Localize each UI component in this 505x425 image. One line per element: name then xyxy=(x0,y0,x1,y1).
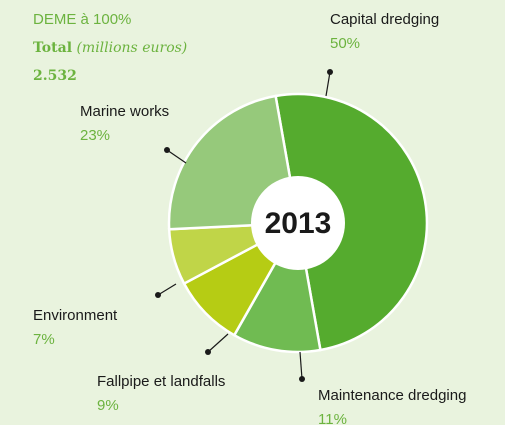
leader-dot xyxy=(164,147,170,153)
leader-dot xyxy=(327,69,333,75)
center-hole xyxy=(251,176,345,270)
subtitle-bold: Total xyxy=(33,40,72,56)
leader-line xyxy=(299,351,303,380)
value-label: 7% xyxy=(33,331,55,348)
subtitle: Total (millions euros) xyxy=(33,40,187,56)
value-label: 50% xyxy=(330,35,360,52)
category-label: Maintenance dredging xyxy=(318,387,466,404)
leader-dot xyxy=(155,292,161,298)
leader-line xyxy=(166,149,187,164)
leader-line xyxy=(157,283,177,296)
subtitle-italic: (millions euros) xyxy=(76,40,187,56)
center-label: 2013 xyxy=(265,207,332,240)
category-label: Fallpipe et landfalls xyxy=(97,373,225,390)
category-label: Marine works xyxy=(80,103,169,120)
leader-line xyxy=(325,71,331,97)
leader-line xyxy=(207,333,229,353)
value-label: 11% xyxy=(318,411,347,425)
value-label: 23% xyxy=(80,127,110,144)
value-label: 9% xyxy=(97,397,119,414)
chart-title: DEME à 100% xyxy=(33,11,131,28)
leader-dot xyxy=(205,349,211,355)
category-label: Capital dredging xyxy=(330,11,439,28)
leader-dot xyxy=(299,376,305,382)
category-label: Environment xyxy=(33,307,118,324)
total: 2.532 xyxy=(33,68,77,84)
slice xyxy=(274,92,429,352)
